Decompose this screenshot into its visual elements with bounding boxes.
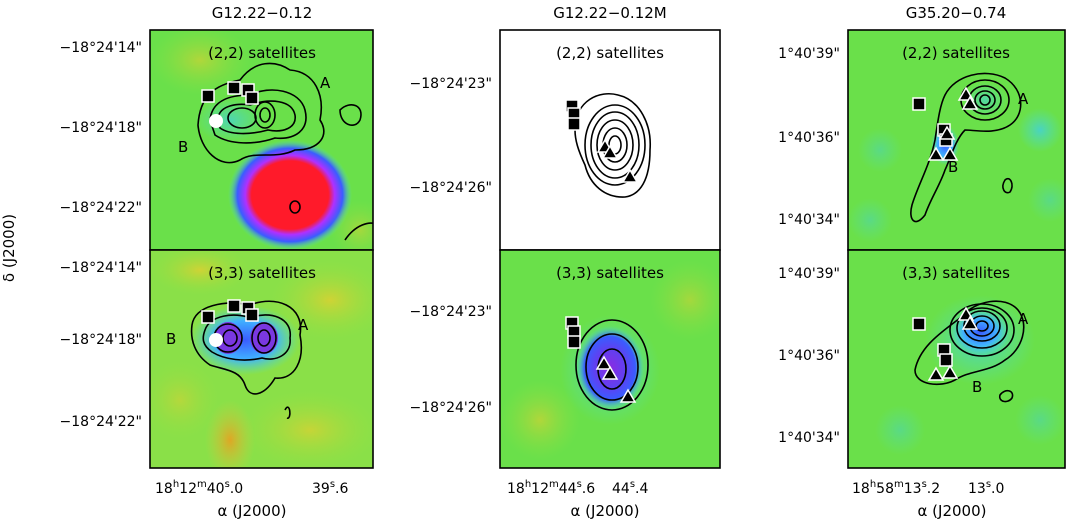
panel-g35-20-bottom-image bbox=[848, 250, 1065, 468]
x-tick-c1-2: 39s.6 bbox=[312, 479, 348, 497]
marker-B-g12-22-top: B bbox=[178, 138, 188, 156]
svg-text:13s.0: 13s.0 bbox=[968, 479, 1004, 497]
y-tick-c3t-1: 1°40'39" bbox=[778, 46, 840, 62]
x-tick-c2-2: 44s.4 bbox=[612, 479, 648, 497]
marker-B-g12-22-bottom: B bbox=[166, 330, 176, 348]
marker-A-g35-20-top: A bbox=[1018, 90, 1029, 108]
square-markers-g12-22-bottom bbox=[201, 299, 259, 324]
x-tick-c1-1: 18h12m40s.0 bbox=[155, 479, 243, 497]
panel-g12-22-top-image bbox=[150, 30, 373, 250]
y-tick-c3b-2: 1°40'36" bbox=[778, 348, 840, 364]
y-tick-c1b-2: −18°24'18" bbox=[60, 332, 142, 348]
square-markers-g12-22M-bottom bbox=[565, 316, 581, 349]
panel-g35-20-top-label: (2,2) satellites bbox=[902, 44, 1010, 62]
y-tick-c1b-3: −18°24'22" bbox=[60, 414, 142, 430]
panel-g12-22M-bottom-label: (3,3) satellites bbox=[556, 264, 664, 282]
white-dot-g12-22-top bbox=[209, 114, 223, 128]
y-tick-c1b-1: −18°24'14" bbox=[60, 260, 142, 276]
y-tick-c3t-2: 1°40'36" bbox=[778, 130, 840, 146]
panel-g12-22M-bottom-frame bbox=[499, 249, 721, 469]
y-tick-c2t-1: −18°24'23" bbox=[410, 76, 492, 92]
panel-g35-20-bottom-label: (3,3) satellites bbox=[902, 264, 1010, 282]
svg-text:39s.6: 39s.6 bbox=[312, 479, 348, 497]
svg-text:18h58m13s.2: 18h58m13s.2 bbox=[852, 479, 940, 497]
x-tick-c2-1: 18h12m44s.6 bbox=[507, 479, 595, 497]
y-tick-c1t-3: −18°24'22" bbox=[60, 200, 142, 216]
square-markers-g12-22M-top bbox=[565, 99, 581, 131]
svg-text:18h12m44s.6: 18h12m44s.6 bbox=[507, 479, 595, 497]
panel-g12-22-bottom-image bbox=[150, 250, 373, 468]
x-tick-c3-2: 13s.0 bbox=[968, 479, 1004, 497]
panel-g12-22-top-label: (2,2) satellites bbox=[208, 44, 316, 62]
panel-g12-22M-top-label: (2,2) satellites bbox=[556, 44, 664, 62]
y-tick-c3b-3: 1°40'34" bbox=[778, 430, 840, 446]
white-dot-g12-22-bottom bbox=[209, 333, 223, 347]
y-tick-c1t-2: −18°24'18" bbox=[60, 120, 142, 136]
marker-A-g12-22-top: A bbox=[320, 74, 331, 92]
panel-g12-22-top-contours bbox=[197, 62, 373, 241]
y-tick-c2t-2: −18°24'26" bbox=[410, 180, 492, 196]
x-axis-label-c3: α (J2000) bbox=[918, 502, 987, 520]
y-tick-c3t-3: 1°40'34" bbox=[778, 212, 840, 228]
triangle-markers-g35-20-top bbox=[927, 86, 979, 161]
x-axis-label-c1: α (J2000) bbox=[218, 502, 287, 520]
marker-B-g35-20-top: B bbox=[948, 158, 958, 176]
svg-text:44s.4: 44s.4 bbox=[612, 479, 648, 497]
y-tick-c1t-1: −18°24'14" bbox=[60, 40, 142, 56]
panel-g12-22M-bottom-image bbox=[500, 250, 720, 468]
triangle-markers-g12-22M-bottom bbox=[595, 355, 637, 403]
panel-g35-20-top-image bbox=[848, 30, 1065, 250]
square-markers-g12-22-top bbox=[201, 81, 259, 105]
svg-text:18h12m40s.0: 18h12m40s.0 bbox=[155, 479, 243, 497]
triangle-markers-g35-20-bottom bbox=[927, 306, 979, 381]
panel-g12-22-bottom-frame bbox=[149, 249, 374, 469]
triangle-markers-g12-22M-top bbox=[596, 138, 639, 183]
column-title-2: G12.22−0.12M bbox=[553, 4, 666, 22]
x-axis-label-c2: α (J2000) bbox=[571, 502, 640, 520]
y-tick-c2b-2: −18°24'26" bbox=[410, 400, 492, 416]
column-title-3: G35.20−0.74 bbox=[906, 4, 1007, 22]
x-tick-c3-1: 18h58m13s.2 bbox=[852, 479, 940, 497]
y-tick-c2b-1: −18°24'23" bbox=[410, 304, 492, 320]
panel-g12-22M-top-contours bbox=[574, 93, 651, 198]
square-markers-g35-20-bottom bbox=[912, 317, 953, 367]
marker-B-g35-20-bottom: B bbox=[972, 378, 982, 396]
column-title-1: G12.22−0.12 bbox=[212, 4, 313, 22]
y-axis-label: δ (J2000) bbox=[0, 214, 18, 282]
marker-A-g12-22-bottom: A bbox=[298, 316, 309, 334]
panel-g35-20-bottom-frame bbox=[847, 249, 1066, 469]
panel-g12-22-bottom-label: (3,3) satellites bbox=[208, 264, 316, 282]
marker-A-g35-20-bottom: A bbox=[1018, 310, 1029, 328]
y-tick-c3b-1: 1°40'39" bbox=[778, 266, 840, 282]
